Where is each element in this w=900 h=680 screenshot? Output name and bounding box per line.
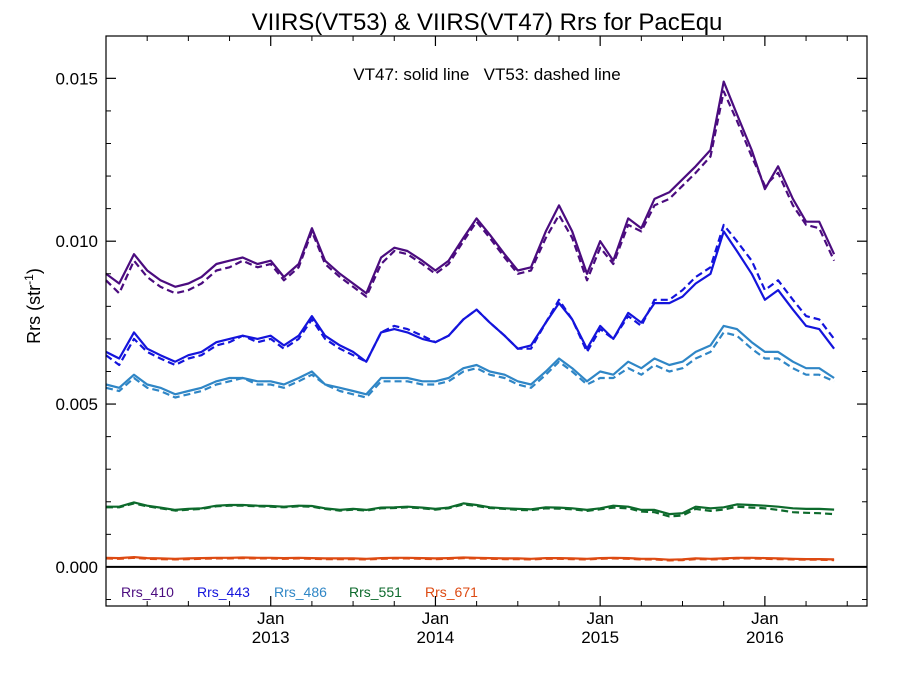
x-tick-label-month: Jan [422, 609, 449, 628]
legend-entry-rrs-410: Rrs_410 [121, 584, 174, 600]
y-axis-label-superscript: -1 [22, 274, 36, 285]
x-tick-label-month: Jan [586, 609, 613, 628]
x-tick-label-year: 2016 [746, 628, 784, 647]
y-axis-label: Rrs (str-1) [22, 268, 44, 344]
x-tick-label-month: Jan [257, 609, 284, 628]
series-line-rrs-671-vt53 [105, 556, 835, 562]
legend: Rrs_410 Rrs_443 Rrs_486 Rrs_551 Rrs_671 [121, 584, 478, 600]
series-line-rrs-410-vt53 [105, 90, 836, 298]
y-axis-label-main: Rrs (str [24, 285, 44, 344]
series-line-rrs-486-vt47 [105, 324, 835, 396]
legend-entry-rrs-551: Rrs_551 [349, 584, 402, 600]
legend-entry-rrs-671: Rrs_671 [425, 584, 478, 600]
x-tick-label-year: 2015 [581, 628, 619, 647]
y-tick-label: 0.015 [55, 69, 98, 88]
plot-frame [105, 35, 868, 607]
x-tick-label-year: 2014 [417, 628, 455, 647]
series-line-rrs-486-vt53 [105, 331, 835, 399]
series-line-rrs-443-vt47 [105, 230, 835, 363]
legend-entry-rrs-486: Rrs_486 [274, 584, 327, 600]
line-style-annotation: VT47: solid line VT53: dashed line [353, 65, 620, 84]
y-tick-label: 0.010 [55, 232, 98, 251]
y-tick-label: 0.005 [55, 395, 98, 414]
x-tick-label-month: Jan [751, 609, 778, 628]
series-line-rrs-551-vt53 [106, 502, 835, 518]
y-axis-label-tail: ) [24, 268, 44, 274]
series-line-rrs-443-vt53 [105, 223, 835, 367]
x-tick-label-year: 2013 [252, 628, 290, 647]
series-layer [105, 80, 867, 568]
axes-layer: 0.0000.0050.0100.015Jan2013Jan2014Jan201… [55, 35, 868, 647]
chart-title: VIIRS(VT53) & VIIRS(VT47) Rrs for PacEqu [252, 9, 723, 36]
legend-entry-rrs-443: Rrs_443 [197, 584, 250, 600]
y-tick-label: 0.000 [55, 558, 98, 577]
series-line-rrs-410-vt47 [105, 80, 836, 295]
